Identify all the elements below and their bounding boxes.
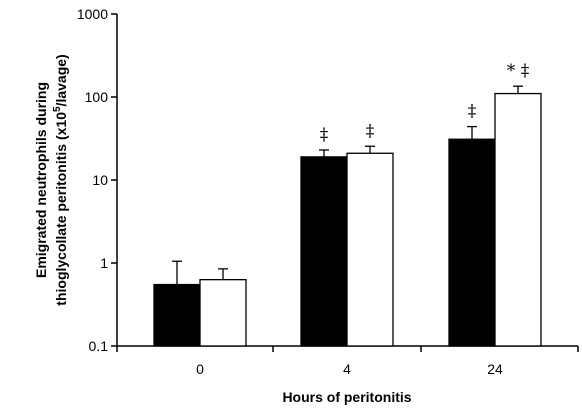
x-axis: 0 4 24 [116, 345, 579, 377]
y-axis-title-superscript: 5 [52, 106, 63, 112]
bar [300, 156, 348, 347]
bar [494, 92, 542, 347]
x-axis-title: Hours of peritonitis [282, 389, 411, 405]
y-axis-title-prefix: thioglycollate peritonitis (x10 [53, 112, 69, 306]
y-axis-title-line2: thioglycollate peritonitis (x105/lavage) [52, 54, 69, 305]
significance-marker: ‡ [320, 125, 329, 145]
significance-marker: * ‡ [507, 61, 530, 81]
y-axis-title-suffix: /lavage) [53, 54, 69, 106]
y-axis: 0.1 1 10 100 1000 [77, 6, 118, 354]
y-tick-label: 1000 [77, 6, 108, 22]
bar [346, 152, 394, 347]
x-tick-label: 4 [343, 361, 351, 377]
y-axis-title: Emigrated neutrophils during thioglycoll… [33, 54, 69, 305]
y-tick-label: 100 [85, 89, 109, 105]
y-tick-label: 0.1 [89, 338, 109, 354]
x-tick-label: 0 [196, 361, 204, 377]
bar [153, 283, 201, 347]
y-tick-label: 1 [100, 255, 108, 271]
y-tick-label: 10 [92, 172, 108, 188]
x-tick-label: 24 [487, 361, 503, 377]
bar [199, 279, 247, 347]
y-axis-title-line1: Emigrated neutrophils during [33, 82, 49, 278]
significance-marker: ‡ [366, 121, 375, 141]
significance-marker: ‡ [468, 102, 477, 122]
bar [448, 138, 496, 347]
